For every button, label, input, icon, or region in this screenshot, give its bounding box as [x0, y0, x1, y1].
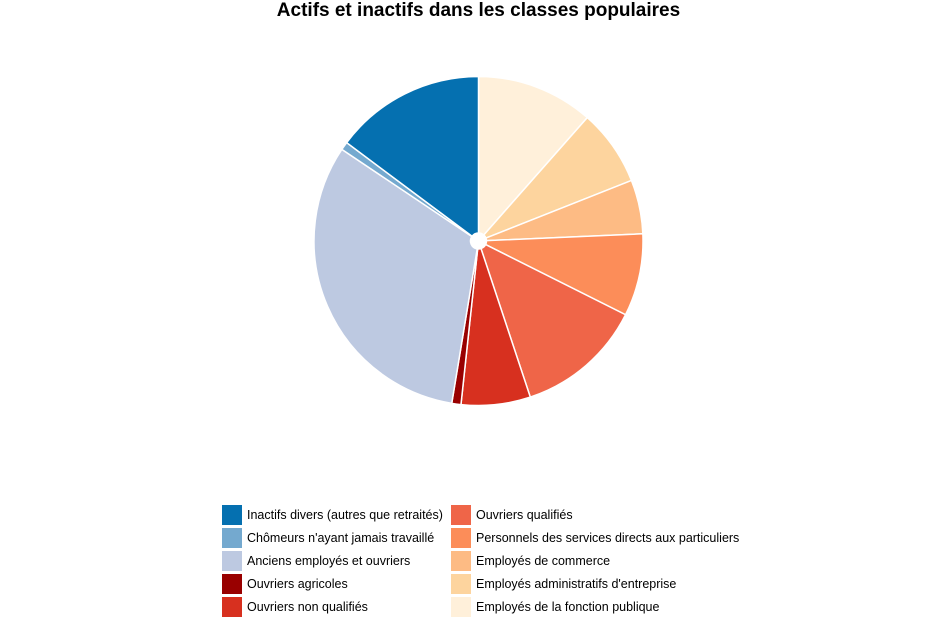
legend-item-employes-administratifs-d-entreprise: Employés administratifs d'entreprise	[451, 572, 751, 595]
legend-item-employes-de-commerce: Employés de commerce	[451, 549, 751, 572]
legend-label: Anciens employés et ouvriers	[247, 553, 411, 568]
legend-item-employes-de-la-fonction-publique: Employés de la fonction publique	[451, 595, 751, 618]
legend-label: Employés administratifs d'entreprise	[476, 576, 677, 591]
chart-title: Actifs et inactifs dans les classes popu…	[276, 0, 681, 21]
pie-slice-ouvriers-non-qualifies	[460, 247, 532, 407]
legend-item-personnels-des-services-directs-aux-particuliers: Personnels des services directs aux part…	[451, 526, 751, 549]
legend-label: Employés de la fonction publique	[476, 599, 660, 614]
legend-swatch	[222, 596, 242, 617]
legend-item-ouvriers-non-qualifies: Ouvriers non qualifiés	[222, 595, 451, 618]
legend-label: Inactifs divers (autres que retraités)	[247, 507, 443, 522]
legend-label: Ouvriers agricoles	[247, 576, 348, 591]
pie-slice-inactifs-divers-autres-que-retraites	[345, 75, 480, 238]
legend-item-chomeurs-n-ayant-jamais-travaille: Chômeurs n'ayant jamais travaillé	[222, 526, 451, 549]
legend-item-inactifs-divers-autres-que-retraites: Inactifs divers (autres que retraités)	[222, 503, 451, 526]
legend-label: Employés de commerce	[476, 553, 611, 568]
pie-slice-employes-de-la-fonction-publique	[477, 75, 589, 237]
legend-label: Ouvriers qualifiés	[476, 507, 573, 522]
legend-item-ouvriers-agricoles: Ouvriers agricoles	[222, 572, 451, 595]
legend-label: Personnels des services directs aux part…	[476, 530, 740, 545]
legend: Inactifs divers (autres que retraités) Ch…	[222, 503, 751, 618]
legend-label: Chômeurs n'ayant jamais travaillé	[247, 530, 435, 545]
legend-swatch	[222, 573, 242, 594]
legend-swatch	[451, 550, 471, 571]
legend-swatch	[451, 573, 471, 594]
legend-swatch	[451, 596, 471, 617]
pie-slice-employes-administratifs-d-entreprise	[482, 116, 633, 240]
legend-item-ouvriers-qualifies: Ouvriers qualifiés	[451, 503, 751, 526]
pie-slice-ouvriers-qualifies	[480, 243, 627, 399]
legend-item-anciens-employes-et-ouvriers: Anciens employés et ouvriers	[222, 549, 451, 572]
pie-slice-personnels-des-services-directs-aux-particuliers	[484, 232, 644, 316]
legend-swatch	[451, 504, 471, 525]
legend-swatch	[222, 527, 242, 548]
legend-swatch	[222, 550, 242, 571]
legend-swatch	[222, 504, 242, 525]
legend-label: Ouvriers non qualifiés	[247, 599, 368, 614]
legend-swatch	[451, 527, 471, 548]
pie-slices	[313, 75, 644, 407]
